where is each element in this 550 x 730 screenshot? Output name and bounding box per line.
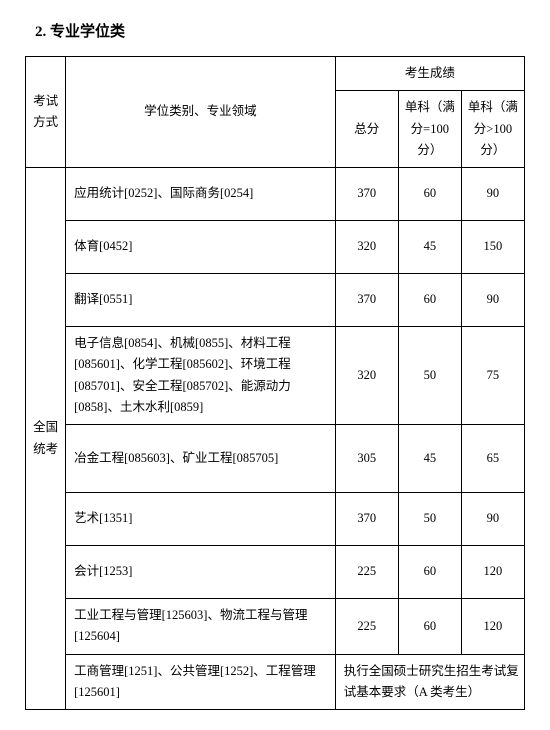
header-exam-method: 考试 方式 [26,57,66,168]
sgt100-cell: 90 [461,493,524,546]
table-row: 体育[0452] 320 45 150 [26,221,525,274]
table-row: 冶金工程[085603]、矿业工程[085705] 305 45 65 [26,425,525,493]
s100-cell: 45 [398,221,461,274]
table-row: 全国统考 应用统计[0252]、国际商务[0254] 370 60 90 [26,168,525,221]
table-row: 艺术[1351] 370 50 90 [26,493,525,546]
s100-cell: 60 [398,546,461,599]
field-cell: 工商管理[1251]、公共管理[1252]、工程管理[125601] [66,654,336,710]
s100-cell: 50 [398,493,461,546]
sgt100-cell: 65 [461,425,524,493]
field-cell: 翻译[0551] [66,274,336,327]
s100-cell: 50 [398,327,461,425]
field-cell: 艺术[1351] [66,493,336,546]
sgt100-cell: 90 [461,168,524,221]
total-cell: 305 [335,425,398,493]
total-cell: 370 [335,274,398,327]
section-title: 2. 专业学位类 [25,20,525,41]
field-cell: 会计[1253] [66,546,336,599]
header-single-100: 单科（满分=100 分） [398,91,461,168]
score-table: 考试 方式 学位类别、专业领域 考生成绩 总分 单科（满分=100 分） 单科（… [25,56,525,710]
total-cell: 320 [335,221,398,274]
note-cell: 执行全国硕士研究生招生考试复试基本要求（A 类考生） [335,654,524,710]
header-single-gt100: 单科（满分>100 分） [461,91,524,168]
s100-cell: 60 [398,274,461,327]
field-cell: 冶金工程[085603]、矿业工程[085705] [66,425,336,493]
s100-cell: 45 [398,425,461,493]
total-cell: 225 [335,599,398,655]
sgt100-cell: 90 [461,274,524,327]
total-cell: 370 [335,493,398,546]
table-row: 翻译[0551] 370 60 90 [26,274,525,327]
header-total: 总分 [335,91,398,168]
table-row: 电子信息[0854]、机械[0855]、材料工程[085601]、化学工程[08… [26,327,525,425]
s100-cell: 60 [398,168,461,221]
total-cell: 370 [335,168,398,221]
sgt100-cell: 150 [461,221,524,274]
total-cell: 225 [335,546,398,599]
s100-cell: 60 [398,599,461,655]
field-cell: 体育[0452] [66,221,336,274]
sgt100-cell: 120 [461,546,524,599]
table-row: 会计[1253] 225 60 120 [26,546,525,599]
table-row: 工业工程与管理[125603]、物流工程与管理[125604] 225 60 1… [26,599,525,655]
header-score-group: 考生成绩 [335,57,524,91]
header-row-1: 考试 方式 学位类别、专业领域 考生成绩 [26,57,525,91]
exam-method-cell: 全国统考 [26,168,66,710]
table-row-last: 工商管理[1251]、公共管理[1252]、工程管理[125601] 执行全国硕… [26,654,525,710]
header-degree-field: 学位类别、专业领域 [66,57,336,168]
field-cell: 应用统计[0252]、国际商务[0254] [66,168,336,221]
sgt100-cell: 120 [461,599,524,655]
sgt100-cell: 75 [461,327,524,425]
field-cell: 工业工程与管理[125603]、物流工程与管理[125604] [66,599,336,655]
total-cell: 320 [335,327,398,425]
field-cell: 电子信息[0854]、机械[0855]、材料工程[085601]、化学工程[08… [66,327,336,425]
